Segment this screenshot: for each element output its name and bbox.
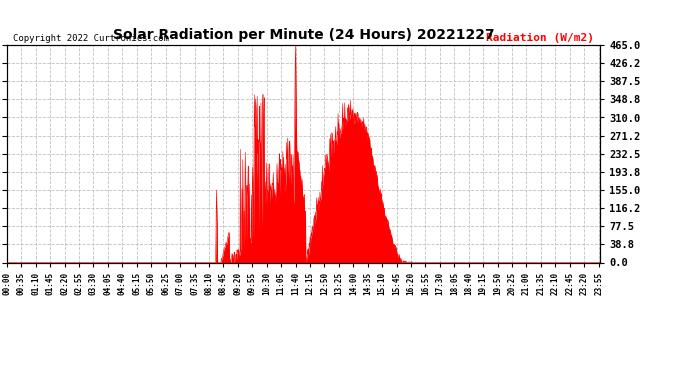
Title: Solar Radiation per Minute (24 Hours) 20221227: Solar Radiation per Minute (24 Hours) 20…	[112, 28, 495, 42]
Text: Copyright 2022 Curtronics.com: Copyright 2022 Curtronics.com	[13, 34, 169, 43]
Text: Radiation (W/m2): Radiation (W/m2)	[486, 33, 594, 43]
